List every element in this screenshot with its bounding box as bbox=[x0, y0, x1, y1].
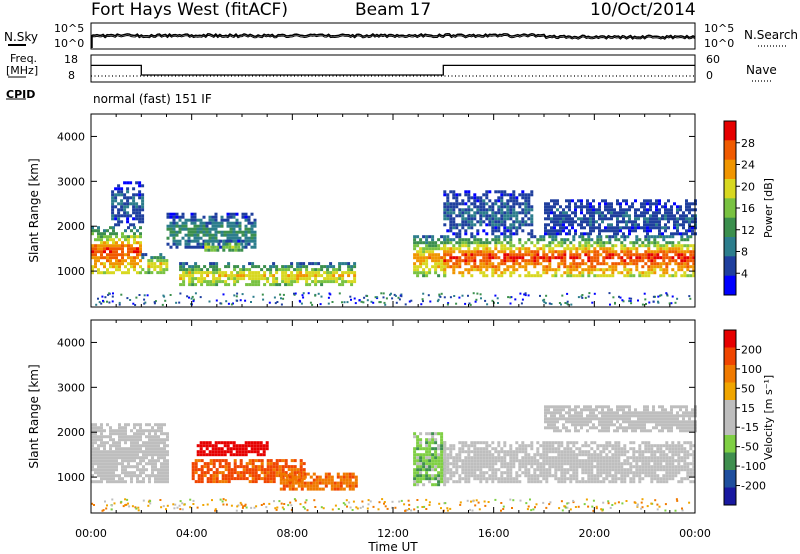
noise-sky-line bbox=[90, 32, 696, 39]
velocity-colorbar: 200 100 50 15 -15 -50 -100 -200 Velocity [m s⁻¹] bbox=[723, 329, 775, 506]
velocity-region-3 bbox=[279, 472, 358, 491]
velocity-ylabel: Slant Range [km] bbox=[27, 364, 41, 468]
power-region-6 bbox=[413, 235, 447, 278]
nsearch-label: N.Search bbox=[744, 28, 799, 42]
noise-search-line bbox=[90, 34, 696, 40]
power-colorbar-tick-0: 28 bbox=[741, 137, 755, 150]
frequency-panel bbox=[6, 64, 772, 100]
power-region-4 bbox=[204, 239, 244, 252]
power-colorbar: 28 24 20 16 12 8 4 Power [dB] bbox=[723, 120, 775, 296]
noise-tick-low-left: 10^0 bbox=[54, 37, 85, 50]
xaxis-label: Time UT bbox=[367, 540, 418, 554]
velocity-panel bbox=[91, 405, 697, 512]
velocity-colorbar-tick-1: 100 bbox=[741, 363, 762, 376]
xtick-label-2: 08:00 bbox=[276, 527, 308, 540]
power-ytick-label-3: 4000 bbox=[57, 130, 85, 143]
velocity-colorbar-tick-7: -200 bbox=[741, 480, 766, 493]
power-colorbar-label: Power [dB] bbox=[762, 178, 775, 238]
noise-tick-high-right: 10^5 bbox=[704, 22, 735, 35]
velocity-region-0 bbox=[91, 423, 169, 484]
power-panel bbox=[91, 181, 697, 306]
xtick-label-0: 00:00 bbox=[75, 527, 107, 540]
freq-tick-high: 18 bbox=[64, 53, 78, 66]
power-region-5 bbox=[179, 262, 357, 287]
freq-label-line1: Freq. bbox=[10, 52, 38, 65]
xtick-label-5: 20:00 bbox=[578, 527, 610, 540]
velocity-colorbar-tick-0: 200 bbox=[741, 343, 762, 356]
noise-tick-high-left: 10^5 bbox=[54, 22, 85, 35]
velocity-ytick-label-2: 3000 bbox=[57, 381, 85, 394]
velocity-colorbar-label: Velocity [m s⁻¹] bbox=[762, 375, 775, 460]
power-colorbar-tick-1: 24 bbox=[741, 159, 755, 172]
radar-title: Fort Hays West (fitACF) bbox=[91, 0, 288, 20]
xtick-label-3: 12:00 bbox=[377, 527, 409, 540]
velocity-ytick-label-0: 1000 bbox=[57, 471, 85, 484]
power-region-1 bbox=[111, 181, 145, 227]
xtick-label-4: 16:00 bbox=[478, 527, 510, 540]
power-ylabel: Slant Range [km] bbox=[27, 158, 41, 262]
power-ytick-label-1: 2000 bbox=[57, 220, 85, 233]
power-speckle bbox=[95, 292, 692, 306]
power-colorbar-tick-6: 4 bbox=[741, 267, 748, 280]
power-colorbar-tick-5: 8 bbox=[741, 246, 748, 259]
power-region-8 bbox=[443, 190, 534, 236]
axes: 1000 2000 3000 4000 Slant Range [km] 1000 2000… bbox=[27, 22, 711, 554]
power-colorbar-tick-4: 12 bbox=[741, 224, 755, 237]
velocity-colorbar-frame bbox=[723, 329, 737, 506]
power-region-9 bbox=[544, 199, 697, 236]
velocity-region-1 bbox=[196, 441, 269, 457]
noise-frame bbox=[90, 22, 696, 50]
nave-label: Nave bbox=[746, 63, 777, 77]
velocity-ytick-label-1: 2000 bbox=[57, 426, 85, 439]
nave-tick-high: 60 bbox=[706, 53, 720, 66]
velocity-ytick-label-3: 4000 bbox=[57, 336, 85, 349]
power-ytick-label-0: 1000 bbox=[57, 265, 85, 278]
velocity-region-6 bbox=[544, 405, 697, 433]
xtick-label-6: 00:00 bbox=[679, 527, 711, 540]
power-region-0 bbox=[91, 226, 142, 275]
beam-label: Beam 17 bbox=[355, 0, 432, 20]
noise-panel bbox=[8, 32, 788, 48]
power-ytick-label-2: 3000 bbox=[57, 175, 85, 188]
noise-tick-low-right: 10^0 bbox=[704, 37, 735, 50]
date-label: 10/Oct/2014 bbox=[590, 0, 696, 20]
power-colorbar-tick-2: 20 bbox=[741, 180, 755, 193]
nave-tick-low: 0 bbox=[706, 69, 713, 82]
velocity-colorbar-tick-6: -100 bbox=[741, 460, 766, 473]
velocity-speckle bbox=[91, 498, 691, 512]
freq-tick-low: 8 bbox=[68, 69, 75, 82]
colorbars: 28 24 20 16 12 8 4 Power [dB] 200 100 50 15 -15 -50 -1… bbox=[723, 120, 775, 506]
freq-label-line2: [MHz] bbox=[6, 64, 39, 77]
velocity-colorbar-tick-5: -50 bbox=[741, 441, 759, 454]
power-region-2 bbox=[141, 253, 169, 275]
nsky-label: N.Sky bbox=[4, 30, 39, 44]
power-colorbar-tick-3: 16 bbox=[741, 202, 755, 215]
power-region-7 bbox=[443, 235, 696, 278]
freq-line bbox=[91, 64, 695, 76]
cpid-text: normal (fast) 151 IF bbox=[93, 92, 212, 106]
power-region-3 bbox=[166, 212, 257, 249]
velocity-colorbar-tick-3: 15 bbox=[741, 402, 755, 415]
cpid-label: CPID bbox=[6, 88, 36, 101]
velocity-region-5 bbox=[443, 441, 696, 484]
freq-frame bbox=[90, 54, 696, 83]
velocity-colorbar-tick-2: 50 bbox=[741, 382, 755, 395]
velocity-colorbar-tick-4: -15 bbox=[741, 421, 759, 434]
velocity-region-4 bbox=[413, 432, 447, 487]
xtick-label-1: 04:00 bbox=[176, 527, 208, 540]
